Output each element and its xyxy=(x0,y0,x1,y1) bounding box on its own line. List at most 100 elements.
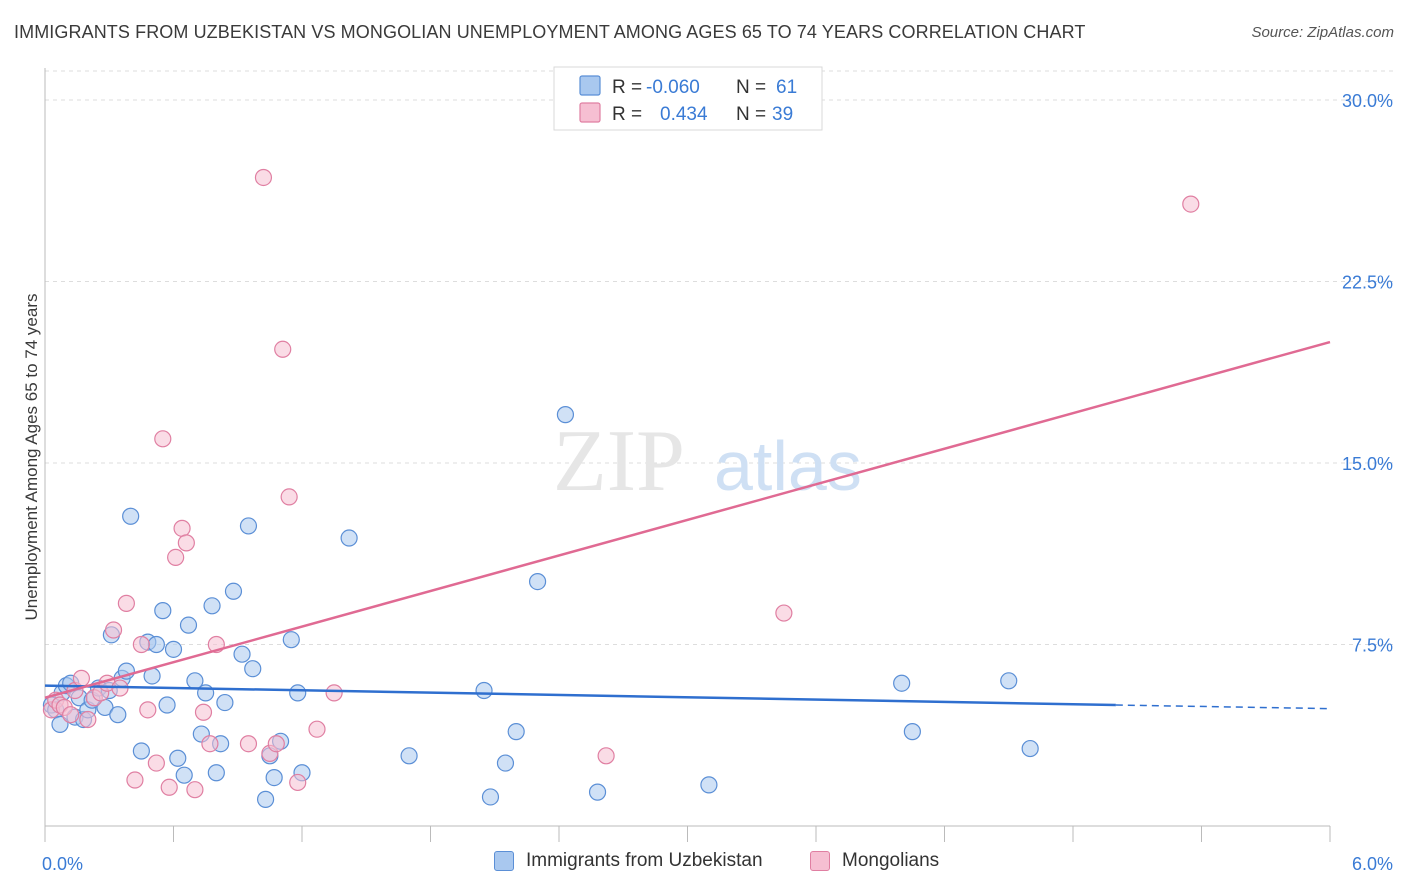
point-uzbekistan xyxy=(475,681,493,700)
point-uzbekistan xyxy=(903,723,921,741)
point-mongolians xyxy=(72,669,91,687)
trend-line-uzbekistan-extension xyxy=(1115,704,1331,710)
legend-label-uzbekistan: Immigrants from Uzbekistan xyxy=(526,850,763,871)
point-uzbekistan xyxy=(265,769,283,787)
point-uzbekistan xyxy=(51,715,69,733)
point-uzbekistan xyxy=(507,723,525,741)
point-mongolians xyxy=(147,754,165,772)
point-uzbekistan xyxy=(481,788,500,806)
point-uzbekistan xyxy=(340,529,358,547)
legend-bottom: Immigrants from Uzbekistan Mongolians xyxy=(0,850,1406,880)
point-uzbekistan xyxy=(175,766,193,784)
legend-swatch-uzbekistan xyxy=(494,851,514,871)
point-mongolians xyxy=(79,710,97,729)
point-mongolians xyxy=(194,703,213,721)
point-uzbekistan xyxy=(203,597,221,615)
y-tick-label: 22.5% xyxy=(1342,273,1393,293)
point-uzbekistan xyxy=(282,631,300,649)
trend-lines xyxy=(44,340,1331,710)
point-uzbekistan xyxy=(496,754,515,772)
point-uzbekistan xyxy=(158,696,176,714)
point-mongolians xyxy=(267,735,285,753)
point-uzbekistan xyxy=(109,706,127,724)
point-mongolians xyxy=(117,594,135,612)
point-mongolians xyxy=(177,534,195,552)
y-tick-label: 7.5% xyxy=(1352,636,1393,656)
point-uzbekistan xyxy=(164,640,183,658)
tick-labels: 7.5% 15.0% 22.5% 30.0% 0.0% 6.0% xyxy=(42,91,1393,874)
legend-n-value-2: 39 xyxy=(772,104,793,125)
point-mongolians xyxy=(173,519,191,537)
trend-line-mongolians xyxy=(44,340,1331,699)
point-mongolians xyxy=(201,735,219,753)
legend-r-label-1: R = xyxy=(612,77,642,98)
point-uzbekistan xyxy=(1000,672,1018,690)
data-points xyxy=(42,168,1200,808)
y-axis-label: Unemployment Among Ages 65 to 74 years xyxy=(22,294,41,621)
point-mongolians xyxy=(104,621,123,639)
point-mongolians xyxy=(254,168,273,187)
point-mongolians xyxy=(139,701,157,719)
y-tick-label: 15.0% xyxy=(1342,454,1393,474)
watermark-zip: ZIP xyxy=(553,413,685,510)
point-mongolians xyxy=(154,430,172,448)
point-uzbekistan xyxy=(233,645,251,663)
point-mongolians xyxy=(1182,195,1200,213)
legend-n-label-2: N = xyxy=(736,104,766,125)
source-label: Source: ZipAtlas.com xyxy=(1251,24,1394,41)
point-mongolians xyxy=(597,747,615,765)
point-mongolians xyxy=(186,781,204,799)
point-mongolians xyxy=(132,635,150,654)
point-uzbekistan xyxy=(1021,739,1039,758)
point-mongolians xyxy=(274,340,292,358)
point-uzbekistan xyxy=(588,783,607,801)
point-uzbekistan xyxy=(289,684,307,702)
point-uzbekistan xyxy=(400,747,418,765)
point-mongolians xyxy=(126,771,144,789)
legend-n-label-1: N = xyxy=(736,77,766,98)
point-uzbekistan xyxy=(224,582,243,600)
y-tick-label: 30.0% xyxy=(1342,91,1393,111)
legend-r-value-2: 0.434 xyxy=(660,104,708,125)
x-tick-label: 0.0% xyxy=(42,854,83,874)
point-uzbekistan xyxy=(147,635,165,654)
x-tick-label: 6.0% xyxy=(1352,854,1393,874)
point-mongolians xyxy=(167,548,185,566)
point-mongolians xyxy=(160,778,178,796)
legend-top: R = -0.060 N = 61 R = 0.434 N = 39 xyxy=(553,66,823,131)
point-uzbekistan xyxy=(179,616,198,634)
point-mongolians xyxy=(62,706,80,724)
point-uzbekistan xyxy=(154,602,172,620)
legend-swatch-uzbekistan xyxy=(579,75,601,96)
point-mongolians xyxy=(289,773,307,792)
point-uzbekistan xyxy=(207,764,225,782)
point-uzbekistan xyxy=(132,742,150,760)
point-uzbekistan xyxy=(244,660,262,678)
trend-line-uzbekistan xyxy=(44,684,1116,707)
legend-n-value-1: 61 xyxy=(776,77,797,98)
point-uzbekistan xyxy=(169,749,187,767)
point-mongolians xyxy=(239,735,258,753)
legend-r-value-1: -0.060 xyxy=(646,77,700,98)
legend-item-mongolians[interactable]: Mongolians xyxy=(810,850,939,872)
point-uzbekistan xyxy=(256,790,275,808)
axes xyxy=(44,68,1331,842)
legend-swatch-mongolians xyxy=(579,102,601,123)
point-uzbekistan xyxy=(216,693,234,712)
grid-lines xyxy=(45,70,1395,646)
point-uzbekistan xyxy=(700,776,718,794)
point-mongolians xyxy=(775,604,793,622)
point-uzbekistan xyxy=(893,674,911,692)
point-mongolians xyxy=(280,488,298,506)
watermark: ZIP atlas xyxy=(553,413,862,510)
legend-item-uzbekistan[interactable]: Immigrants from Uzbekistan xyxy=(494,850,763,872)
point-uzbekistan xyxy=(556,406,575,424)
point-mongolians xyxy=(308,720,326,738)
point-mongolians xyxy=(325,684,343,702)
legend-r-label-2: R = xyxy=(612,104,642,125)
point-uzbekistan xyxy=(122,507,140,525)
point-uzbekistan xyxy=(528,572,547,591)
point-uzbekistan xyxy=(239,517,258,535)
chart-title: IMMIGRANTS FROM UZBEKISTAN VS MONGOLIAN … xyxy=(14,22,1086,42)
